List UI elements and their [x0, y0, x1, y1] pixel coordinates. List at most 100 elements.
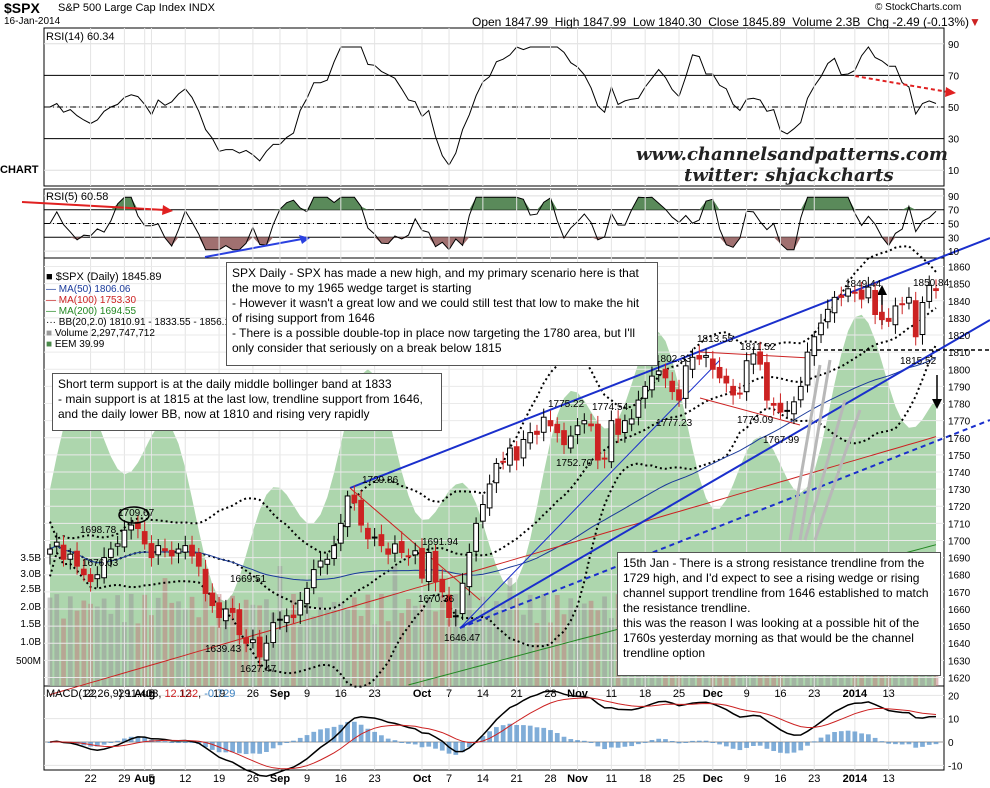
volume-bar	[487, 609, 492, 686]
candle-body	[635, 399, 642, 418]
volume-bar	[358, 615, 364, 686]
candle-body	[933, 288, 939, 292]
macd-histogram-bar	[345, 721, 350, 742]
volume-bar	[460, 626, 465, 686]
volume-bar	[209, 625, 215, 686]
macd-histogram-bar	[324, 728, 330, 742]
macd-histogram-bar	[933, 742, 939, 745]
volume-bar	[169, 602, 175, 686]
macd-histogram-bar	[358, 724, 364, 742]
channel-support-dashed	[459, 419, 990, 629]
macd-histogram-bar	[527, 725, 533, 742]
macd-histogram-bar	[838, 731, 844, 742]
volume-bar	[115, 595, 121, 686]
volume-bar	[412, 605, 418, 686]
x-tick-label: 11	[606, 688, 617, 700]
x-tick-label: 23	[369, 773, 381, 785]
volume-bar	[324, 608, 330, 686]
macd-histogram-bar	[419, 742, 425, 748]
left-edge-label: CHART	[0, 164, 39, 176]
candle-body	[87, 574, 94, 583]
candle-body	[851, 291, 858, 294]
x-tick-label: Dec	[703, 688, 723, 700]
x-tick-label: 19	[213, 688, 225, 700]
volume-bar	[581, 603, 587, 686]
macd-histogram-bar	[243, 742, 249, 755]
macd-histogram-bar	[723, 742, 729, 747]
macd-histogram-bar	[710, 742, 716, 743]
candle-body	[885, 317, 892, 322]
y-tick-label: 1700	[948, 536, 971, 547]
volume-bar	[67, 596, 73, 686]
rsi-tick-label: 50	[948, 103, 960, 114]
volume-bar	[406, 599, 411, 686]
x-tick-label: 23	[808, 773, 820, 785]
candle-body	[344, 495, 351, 528]
macd-histogram-bar	[155, 740, 161, 742]
volume-bar	[351, 597, 357, 686]
candle-body	[175, 548, 182, 554]
volume-bar	[595, 610, 601, 686]
volume-tick-label: 1.5B	[20, 619, 41, 630]
price-label: 1669.51	[230, 574, 267, 585]
x-tick-label: 28	[544, 773, 556, 785]
volume-bar	[284, 620, 290, 686]
candle-body	[398, 541, 405, 553]
chart-legend: ■ $SPX (Daily) 1845.89 — MA(50) 1806.06 …	[46, 271, 236, 350]
candle-body	[662, 368, 669, 379]
macd-histogram-bar	[751, 742, 756, 746]
candle-body	[567, 435, 574, 449]
volume-bar	[554, 595, 560, 686]
x-tick-label: 22	[84, 688, 96, 700]
candle-body	[378, 534, 385, 547]
candle-body	[784, 409, 791, 412]
candle-body	[148, 543, 155, 559]
support-trendline-1646	[459, 319, 990, 629]
y-tick-label: 1820	[948, 331, 971, 342]
macd-histogram-bar	[338, 724, 344, 742]
candle-body	[865, 286, 872, 299]
volume-bar	[237, 611, 242, 686]
y-tick-label: 1860	[948, 263, 971, 274]
candle-body	[162, 548, 168, 552]
macd-histogram-bar	[629, 742, 635, 747]
volume-bar	[345, 608, 350, 686]
x-tick-label: 18	[639, 773, 651, 785]
macd-histogram-bar	[297, 737, 303, 742]
volume-tick-label: 2.5B	[20, 584, 41, 595]
macd-histogram-bar	[784, 742, 790, 754]
macd-histogram-bar	[865, 734, 871, 742]
candle-body	[108, 548, 114, 558]
candle-body	[520, 438, 527, 459]
candle-body	[527, 432, 534, 444]
macd-histogram-bar	[581, 740, 587, 742]
candle-body	[405, 555, 412, 558]
macd-tick-label: 0	[948, 738, 954, 749]
candle-body	[256, 636, 263, 658]
x-tick-label: 9	[744, 688, 750, 700]
rsi-tick-label: 70	[948, 206, 960, 217]
ma100-line	[49, 436, 937, 696]
candle-body	[189, 544, 195, 557]
candle-body	[297, 599, 304, 616]
candle-body	[811, 336, 818, 357]
candle-body	[141, 531, 148, 545]
macd-histogram-bar	[230, 742, 235, 753]
x-tick-label: Sep	[270, 688, 290, 700]
volume-bar	[541, 593, 547, 686]
volume-bar	[365, 594, 371, 686]
rsi-tick-label: 10	[948, 247, 960, 258]
candle-body	[838, 294, 845, 298]
candle-body	[452, 615, 459, 618]
macd-histogram-bar	[791, 742, 797, 753]
candle-body	[250, 639, 256, 644]
x-tick-label: 23	[808, 688, 820, 700]
x-tick-label: 28	[544, 688, 556, 700]
price-label: 1670.36	[418, 594, 455, 605]
volume-bar	[223, 619, 229, 686]
macd-histogram-bar	[351, 721, 357, 742]
macd-histogram-bar	[872, 737, 878, 742]
y-tick-label: 1690	[948, 554, 971, 565]
candle-body	[540, 416, 547, 433]
x-tick-label: 14	[477, 688, 489, 700]
